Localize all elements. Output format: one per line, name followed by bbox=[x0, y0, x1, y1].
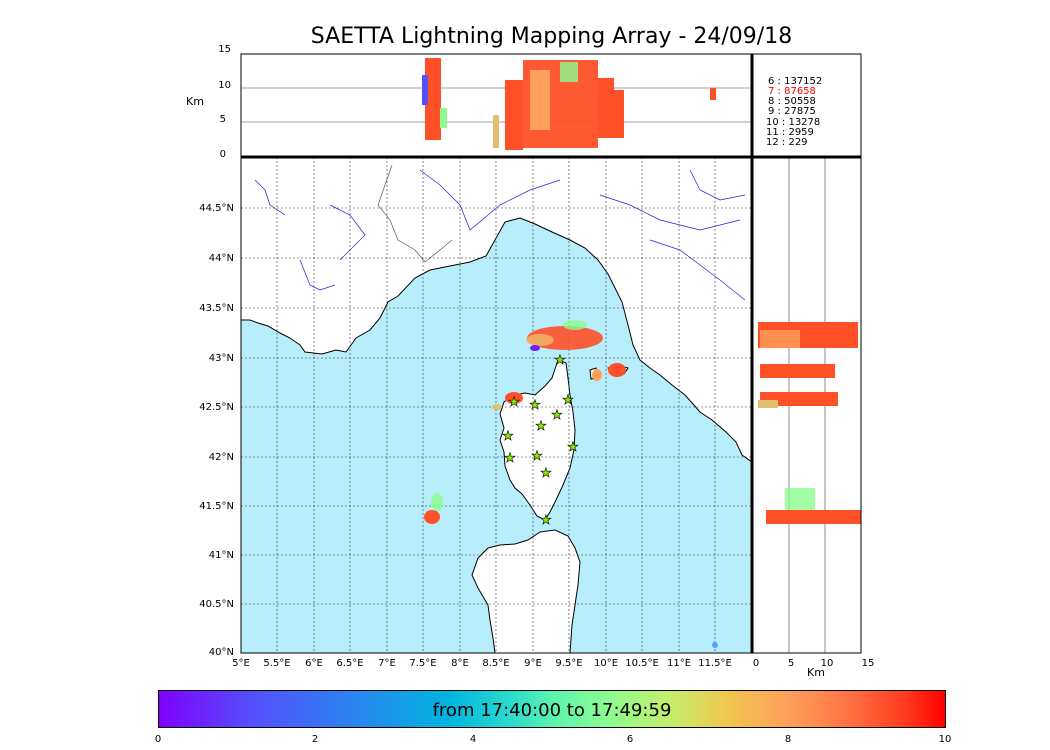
lon-label: 11.5°E bbox=[698, 658, 732, 669]
tick-label: 0 bbox=[220, 149, 226, 160]
lon-label: 5.5°E bbox=[263, 658, 290, 669]
lat-label: 42.5°N bbox=[199, 402, 234, 413]
colorbar-tick: 10 bbox=[938, 734, 952, 745]
count-row: 12 : 229 bbox=[766, 137, 808, 148]
lat-label: 41.5°N bbox=[199, 501, 234, 512]
top-altitude-panel bbox=[241, 54, 752, 157]
lat-label: 43.5°N bbox=[199, 303, 234, 314]
station-marker: ★ bbox=[551, 408, 563, 423]
tick-label: 5 bbox=[220, 114, 226, 125]
lat-label: 44.5°N bbox=[199, 203, 234, 214]
lon-label: 11°E bbox=[667, 658, 691, 669]
lightning-clusters bbox=[424, 320, 718, 648]
counts-list: 6 : 137152 7 : 87658 8 : 50558 9 : 27875… bbox=[766, 76, 822, 148]
lat-label: 41°N bbox=[209, 550, 234, 561]
station-marker: ★ bbox=[504, 451, 516, 466]
lon-label: 8°E bbox=[451, 658, 469, 669]
lon-label: 6.5°E bbox=[336, 658, 363, 669]
map-panel: ★ ★ ★ ★ ★ ★ ★ ★ ★ ★ ★ ★ bbox=[241, 157, 752, 653]
right-xlabel: Km bbox=[807, 666, 825, 679]
station-marker: ★ bbox=[562, 393, 574, 408]
lon-label: 7.5°E bbox=[409, 658, 436, 669]
lat-label: 42°N bbox=[209, 452, 234, 463]
mainland bbox=[241, 157, 752, 463]
colorbar-tick: 2 bbox=[311, 734, 319, 745]
count-row: 10 : 13278 bbox=[766, 117, 820, 128]
count-row: 6 : 137152 bbox=[768, 76, 822, 87]
rivers bbox=[254, 169, 746, 301]
top-ylabel: Km bbox=[186, 95, 204, 108]
right-altitude-panel bbox=[752, 157, 861, 653]
tick-label: 15 bbox=[862, 658, 875, 669]
station-marker: ★ bbox=[540, 466, 552, 481]
lon-label: 10°E bbox=[594, 658, 618, 669]
colorbar-gradient bbox=[158, 690, 946, 728]
cluster-north-corsica bbox=[505, 392, 523, 404]
count-row: 9 : 27875 bbox=[768, 106, 816, 117]
tick-label: 10 bbox=[218, 80, 231, 91]
lon-label: 8.5°E bbox=[482, 658, 509, 669]
station-marker: ★ bbox=[554, 353, 566, 368]
tick-label: 15 bbox=[218, 44, 231, 55]
colorbar-tick: 0 bbox=[154, 734, 162, 745]
colorbar-tick: 8 bbox=[784, 734, 792, 745]
count-row: 11 : 2959 bbox=[766, 127, 814, 138]
colorbar-tick: 4 bbox=[469, 734, 477, 745]
lightning-figure: ★ ★ ★ ★ ★ ★ ★ ★ ★ ★ ★ ★ bbox=[186, 44, 875, 679]
station-marker: ★ bbox=[535, 419, 547, 434]
station-marker: ★ bbox=[540, 513, 552, 528]
station-marker: ★ bbox=[508, 395, 520, 410]
cluster-sea bbox=[424, 510, 440, 524]
lon-label: 6°E bbox=[305, 658, 323, 669]
tick-label: 0 bbox=[753, 658, 759, 669]
station-marker: ★ bbox=[531, 449, 543, 464]
station-marker: ★ bbox=[502, 429, 514, 444]
lon-label: 5°E bbox=[232, 658, 250, 669]
station-marker: ★ bbox=[567, 440, 579, 455]
lon-label: 9.5°E bbox=[555, 658, 582, 669]
counts-box bbox=[751, 53, 862, 158]
tick-label: 10 bbox=[821, 658, 834, 669]
lon-label: 9°E bbox=[524, 658, 542, 669]
station-markers: ★ ★ ★ ★ ★ ★ ★ ★ ★ ★ ★ ★ bbox=[502, 353, 579, 529]
map-title: SAETTA Lightning Mapping Array - 24/09/1… bbox=[310, 24, 793, 49]
lat-labels: 44.5°N 44°N 43.5°N 43°N 42.5°N 42°N 41.5… bbox=[199, 203, 234, 658]
tick-label: 5 bbox=[788, 658, 794, 669]
lat-label: 40.5°N bbox=[199, 599, 234, 610]
top-yticks: 15 10 5 0 bbox=[218, 44, 231, 160]
cluster-elba bbox=[608, 363, 626, 377]
lat-label: 40°N bbox=[209, 647, 234, 658]
lon-label: 10.5°E bbox=[625, 658, 659, 669]
lat-label: 43°N bbox=[209, 353, 234, 364]
station-marker: ★ bbox=[529, 398, 541, 413]
lat-label: 44°N bbox=[209, 253, 234, 264]
lon-label: 7°E bbox=[378, 658, 396, 669]
right-xticks: 0 5 10 15 bbox=[753, 658, 875, 669]
lon-labels: 5°E 5.5°E 6°E 6.5°E 7°E 7.5°E 8°E 8.5°E … bbox=[232, 658, 732, 669]
colorbar-label: from 17:40:00 to 17:49:59 bbox=[432, 700, 672, 721]
border-line bbox=[377, 164, 453, 263]
count-row: 8 : 50558 bbox=[768, 96, 816, 107]
colorbar-tick: 6 bbox=[626, 734, 634, 745]
time-colorbar: from 17:40:00 to 17:49:59 0 2 4 6 8 10 bbox=[155, 690, 951, 745]
count-row: 7 : 87658 bbox=[768, 86, 816, 97]
